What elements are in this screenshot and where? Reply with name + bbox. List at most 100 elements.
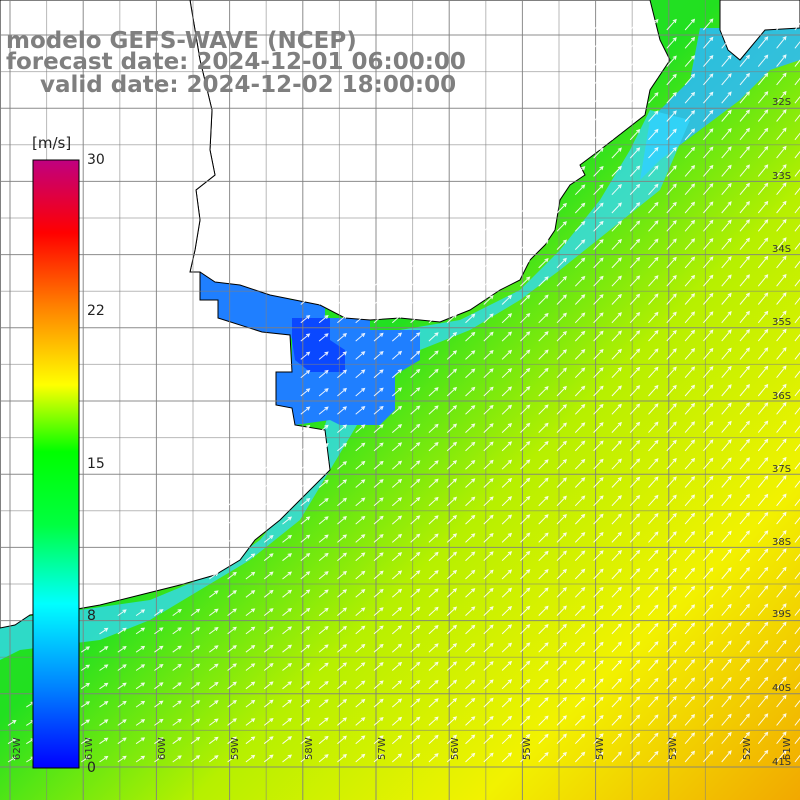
wind-arrow — [721, 676, 732, 690]
wind-arrow — [703, 347, 714, 360]
wind-arrow — [629, 37, 641, 49]
wind-arrow — [703, 311, 714, 324]
lon-label: 58W — [304, 737, 315, 760]
wind-arrow — [666, 128, 677, 141]
wind-arrow — [337, 717, 347, 726]
wind-arrow — [373, 351, 384, 360]
wind-arrow — [501, 532, 513, 543]
wind-arrow — [757, 603, 769, 616]
wind-arrow — [703, 585, 714, 598]
wind-arrow — [666, 256, 677, 269]
wind-arrow — [703, 274, 714, 287]
lat-label: 40S — [772, 683, 791, 694]
wind-arrow — [337, 625, 347, 635]
lat-label: 36S — [772, 391, 791, 402]
wind-arrow — [629, 110, 641, 122]
wind-arrow — [648, 567, 659, 580]
wind-arrow — [318, 754, 329, 763]
wind-arrow — [593, 568, 604, 580]
wind-arrow — [410, 460, 421, 470]
wind-arrow — [629, 165, 641, 177]
wind-arrow — [574, 275, 586, 287]
wind-arrow — [757, 164, 769, 177]
wind-arrow — [739, 72, 750, 86]
wind-arrow — [501, 514, 513, 525]
wind-arrow — [355, 534, 366, 543]
wind-arrow — [227, 498, 237, 507]
wind-arrow — [611, 220, 622, 232]
wind-arrow — [520, 514, 531, 525]
wind-arrow — [282, 553, 293, 562]
wind-arrow — [593, 184, 604, 196]
wind-arrow — [629, 202, 641, 214]
wind-arrow — [721, 493, 732, 507]
wind-arrow — [483, 642, 494, 653]
wind-arrow — [739, 127, 750, 141]
wind-arrow — [465, 697, 476, 708]
wind-arrow — [611, 110, 622, 122]
wind-arrow — [757, 566, 769, 580]
wind-arrow — [483, 697, 494, 708]
wind-arrow — [391, 753, 403, 763]
wind-arrow — [154, 645, 164, 653]
colorbar-tick-8: 8 — [87, 608, 96, 624]
wind-arrow — [593, 531, 604, 543]
wind-arrow — [318, 607, 329, 616]
wind-arrow — [757, 621, 769, 635]
wind-arrow — [739, 91, 750, 104]
wind-arrow — [190, 627, 201, 635]
title-model: modelo GEFS-WAVE (NCEP) — [6, 28, 357, 54]
wind-arrow — [318, 479, 329, 488]
wind-arrow — [574, 184, 586, 196]
wind-arrow — [757, 365, 769, 379]
wind-arrow — [739, 566, 750, 580]
wind-arrow — [648, 256, 659, 269]
wind-arrow — [611, 385, 622, 397]
lon-label: 55W — [522, 737, 533, 760]
wind-arrow — [355, 314, 366, 324]
wind-arrow — [154, 700, 164, 708]
wind-arrow — [373, 735, 384, 745]
wind-arrow — [574, 257, 586, 269]
wind-arrow — [428, 698, 439, 708]
wind-arrow — [721, 182, 732, 196]
wind-arrow — [520, 312, 531, 324]
colorbar-tick-0: 0 — [87, 760, 96, 776]
wind-arrow — [154, 663, 164, 671]
wind-arrow — [739, 109, 750, 122]
wind-arrow — [135, 682, 146, 690]
wind-arrow — [391, 295, 403, 305]
wind-arrow — [757, 585, 769, 598]
wind-arrow — [739, 603, 750, 616]
wind-arrow — [410, 277, 421, 287]
wind-arrow — [99, 700, 109, 708]
wind-arrow — [721, 73, 732, 86]
wind-arrow — [593, 257, 604, 269]
wind-arrow — [483, 532, 494, 543]
wind-arrow — [629, 494, 641, 507]
wind-arrow — [703, 329, 714, 342]
wind-arrow — [757, 475, 769, 488]
wind-arrow — [80, 719, 91, 726]
wind-arrow — [190, 718, 201, 726]
wind-arrow — [611, 623, 622, 635]
wind-arrow — [684, 183, 696, 196]
wind-arrow — [629, 659, 641, 671]
wind-arrow — [263, 663, 274, 671]
wind-arrow — [593, 111, 604, 122]
wind-arrow — [721, 347, 732, 360]
wind-arrow — [300, 589, 311, 598]
wind-arrow — [703, 146, 714, 159]
wind-arrow — [410, 588, 421, 598]
wind-arrow — [337, 369, 347, 379]
wind-arrow — [629, 604, 641, 616]
wind-arrow — [721, 622, 732, 635]
wind-arrow — [556, 459, 567, 470]
wind-arrow — [410, 259, 421, 269]
wind-arrow — [648, 293, 659, 305]
wind-arrow — [648, 366, 659, 379]
wind-arrow — [373, 680, 384, 690]
wind-arrow — [666, 549, 677, 562]
wind-arrow — [7, 720, 17, 726]
wind-arrow — [648, 659, 659, 671]
